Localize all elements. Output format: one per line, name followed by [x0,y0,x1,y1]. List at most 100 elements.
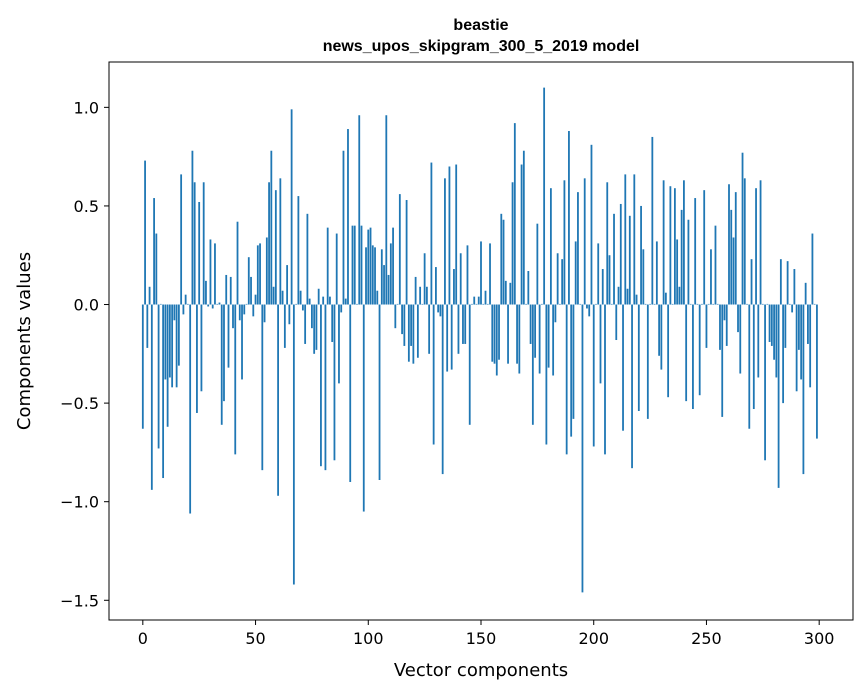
bar-35 [220,304,223,425]
bar-244 [692,304,694,410]
bar-27 [202,182,205,305]
bar-142 [462,304,464,344]
bar-79 [320,304,322,467]
bar-100 [367,229,370,305]
bar-36 [223,304,225,402]
bar-260 [728,184,730,305]
bar-series [141,87,818,593]
bar-199 [590,144,593,305]
bar-162 [507,304,509,364]
bar-268 [746,303,748,305]
bar-284 [782,304,785,404]
bar-203 [599,304,602,384]
bar-248 [701,303,703,305]
bar-30 [209,239,212,305]
bar-138 [453,269,455,305]
bar-182 [552,304,555,376]
bar-280 [773,304,775,360]
bar-171 [527,271,530,305]
bar-21 [189,304,192,514]
bar-73 [306,213,309,305]
bar-43 [238,304,241,321]
bar-167 [518,304,521,374]
y-tick-label-2: 0.0 [74,296,99,315]
bar-121 [414,276,417,305]
bar-119 [410,304,413,346]
x-tick-label-0: 0 [138,629,148,648]
bar-1 [144,160,146,305]
bar-210 [615,304,618,341]
bar-41 [234,304,237,455]
bar-130 [435,267,437,305]
bar-251 [707,303,710,305]
bar-236 [673,188,676,305]
bar-10 [164,304,167,380]
bar-15 [175,304,178,388]
bar-196 [583,178,586,305]
bar-176 [538,304,541,374]
bar-140 [457,304,460,354]
x-tick-label-50: 50 [245,629,265,648]
bar-8 [159,303,162,305]
bar-96 [358,115,361,305]
bar-183 [554,304,557,323]
bar-246 [696,303,699,305]
bar-92 [349,304,352,482]
bar-101 [369,227,372,305]
bar-253 [712,303,715,305]
bar-216 [628,215,631,305]
bar-134 [444,178,446,305]
bar-102 [371,245,374,305]
bar-95 [356,303,358,305]
bar-153 [486,303,489,305]
bar-78 [317,288,320,305]
bar-68 [295,303,298,305]
bar-106 [380,249,383,305]
bar-298 [813,303,816,305]
bar-32 [214,243,216,305]
bar-37 [225,274,228,305]
bar-265 [739,304,742,374]
bar-146 [471,303,473,305]
bar-126 [425,286,428,305]
bar-225 [649,303,651,305]
bar-245 [694,198,697,305]
y-tick-label-3: −0.5 [60,394,99,413]
bar-148 [475,303,478,305]
bar-200 [592,304,595,447]
y-axis: 1.0 0.5 0.0 −0.5 −1.0 −1.5 [60,98,109,610]
bar-3 [148,286,151,305]
bar-60 [277,304,279,496]
bar-81 [324,304,327,471]
bar-220 [637,304,640,411]
bar-155 [491,304,494,362]
bar-223 [644,303,647,305]
bar-120 [412,304,415,364]
bar-276 [764,304,766,461]
bar-23 [193,182,196,305]
bar-2 [146,304,149,348]
bar-205 [604,304,606,455]
bar-107 [383,265,385,305]
bar-127 [428,304,431,354]
bar-90 [344,298,347,305]
bar-185 [559,303,561,305]
bar-201 [595,303,597,305]
bar-173 [531,304,534,425]
bar-65 [288,304,291,325]
bar-188 [565,304,568,455]
bar-33 [216,303,219,305]
bar-11 [166,304,169,427]
bar-25 [198,201,201,305]
bar-48 [250,276,252,305]
bar-263 [734,192,737,305]
bar-271 [752,304,755,410]
bar-237 [676,239,679,305]
bar-233 [667,304,670,398]
bar-71 [301,304,304,311]
bar-104 [376,290,379,305]
bar-111 [392,227,394,305]
bar-4 [150,304,153,490]
bar-122 [416,304,419,358]
bar-26 [200,304,203,392]
